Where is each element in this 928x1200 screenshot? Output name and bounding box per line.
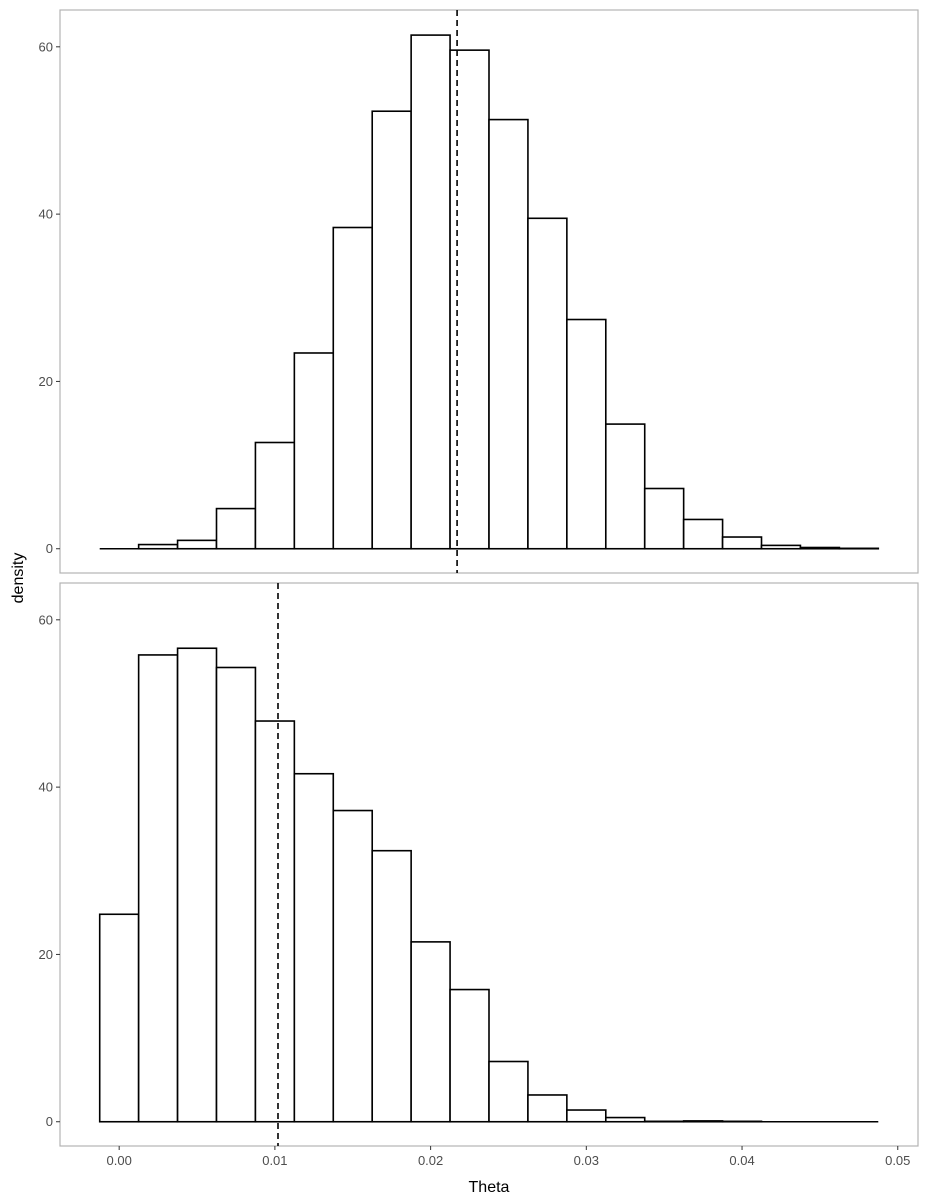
y-tick-label: 40 bbox=[39, 207, 53, 222]
histogram-bar bbox=[604, 423, 646, 550]
y-tick-label: 40 bbox=[39, 780, 53, 795]
histogram-bar bbox=[293, 352, 335, 550]
histogram-bar bbox=[527, 217, 568, 550]
histogram-bar bbox=[449, 988, 490, 1123]
panel-top: 0 20 40 60 bbox=[39, 9, 919, 574]
histogram-bar bbox=[137, 654, 179, 1123]
histogram-bar bbox=[449, 49, 490, 550]
histogram-bar bbox=[643, 487, 685, 550]
panel-bottom-bars bbox=[98, 647, 879, 1123]
histogram-bar bbox=[293, 772, 335, 1123]
histogram-bar bbox=[527, 1094, 568, 1123]
y-tick-label: 60 bbox=[39, 612, 53, 627]
panel-top-bars bbox=[99, 34, 880, 550]
y-axis-title: density bbox=[10, 553, 27, 604]
y-tick-label: 60 bbox=[39, 39, 53, 54]
histogram-bar bbox=[410, 941, 451, 1123]
panel-top-y-axis: 0 20 40 60 bbox=[39, 39, 60, 556]
histogram-bar bbox=[488, 1060, 529, 1123]
x-tick-label: 0.02 bbox=[418, 1153, 443, 1168]
histogram-bar bbox=[215, 507, 257, 550]
x-tick-label: 0.04 bbox=[729, 1153, 754, 1168]
panel-bottom: 0 20 40 60 bbox=[39, 582, 919, 1147]
histogram-bar bbox=[566, 1109, 607, 1123]
y-tick-label: 20 bbox=[39, 374, 53, 389]
histogram-bar bbox=[98, 913, 140, 1123]
histogram-bar bbox=[371, 110, 412, 550]
y-tick-label: 0 bbox=[46, 541, 53, 556]
x-tick-label: 0.00 bbox=[107, 1153, 132, 1168]
histogram-bar bbox=[254, 720, 296, 1123]
histogram-bar bbox=[176, 539, 218, 550]
x-axis: 0.00 0.01 0.02 0.03 0.04 0.05 bbox=[107, 1146, 910, 1168]
histogram-bar bbox=[215, 666, 257, 1123]
histogram-bar bbox=[682, 518, 724, 550]
x-tick-label: 0.03 bbox=[574, 1153, 599, 1168]
histogram-bar bbox=[371, 849, 412, 1123]
histogram-bar bbox=[410, 34, 451, 550]
x-tick-label: 0.05 bbox=[885, 1153, 910, 1168]
histogram-bar bbox=[254, 441, 296, 550]
panel-bottom-y-axis: 0 20 40 60 bbox=[39, 612, 60, 1129]
histogram-bar bbox=[332, 809, 374, 1123]
y-tick-label: 20 bbox=[39, 947, 53, 962]
y-tick-label: 0 bbox=[46, 1114, 53, 1129]
histogram-bar bbox=[176, 647, 218, 1123]
histogram-bar bbox=[332, 226, 374, 550]
x-tick-label: 0.01 bbox=[262, 1153, 287, 1168]
histogram-bar bbox=[488, 118, 529, 550]
histogram-bar bbox=[566, 318, 607, 550]
x-axis-title: Theta bbox=[469, 1179, 510, 1196]
histogram-bar bbox=[721, 536, 763, 550]
